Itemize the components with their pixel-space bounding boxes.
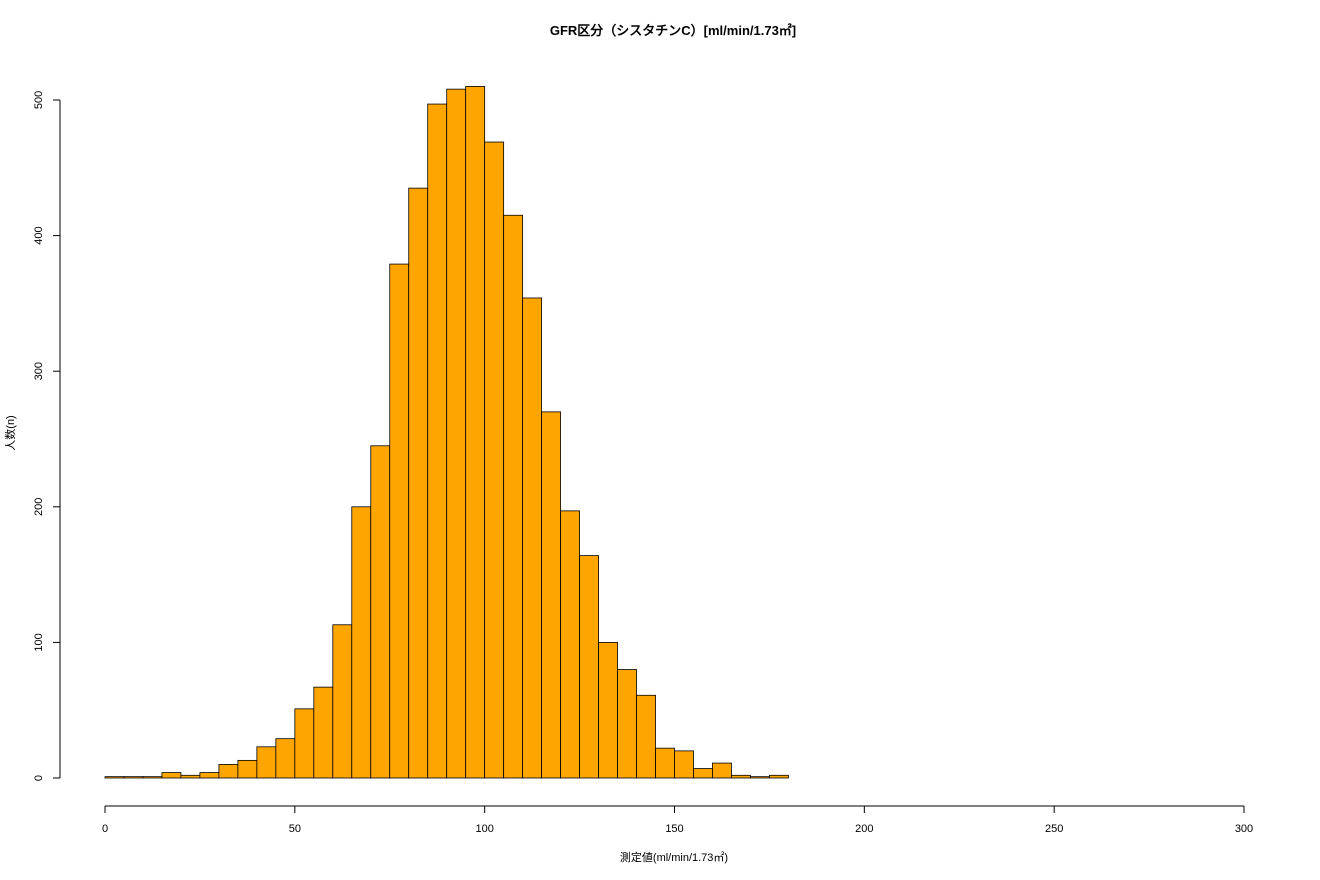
histogram-bar	[218, 764, 239, 779]
histogram-bar	[351, 506, 372, 779]
histogram-bar	[332, 624, 353, 779]
y-axis: 0 100 200 300 400 500	[33, 91, 61, 781]
histogram-bar	[598, 642, 618, 779]
histogram-bar	[161, 772, 182, 779]
histogram-bar	[674, 750, 694, 779]
histogram-bar	[427, 103, 448, 779]
y-axis-label: 人数(n)	[4, 415, 17, 450]
histogram-bar	[104, 776, 125, 779]
x-tick-label: 200	[855, 823, 873, 835]
histogram-bar	[256, 746, 277, 779]
histogram-bar	[560, 510, 580, 779]
histogram-bar	[370, 445, 391, 779]
histogram-bar	[199, 772, 220, 779]
histogram-bar	[123, 776, 144, 779]
histogram-bar	[275, 738, 296, 779]
histogram-bar	[142, 776, 163, 779]
x-tick-label: 50	[289, 823, 301, 835]
histogram-bar	[408, 187, 429, 779]
histogram-bar	[465, 86, 486, 779]
histogram-bar	[693, 768, 713, 779]
histogram-bar	[294, 708, 315, 779]
histogram-bar	[313, 686, 334, 779]
x-tick-label: 300	[1235, 823, 1253, 835]
histogram-bar	[636, 694, 656, 779]
y-tick-label: 100	[33, 633, 45, 651]
histogram-bar	[446, 88, 467, 779]
x-tick-label: 150	[665, 823, 683, 835]
x-axis: 0 50 100 150 200 250 300	[102, 805, 1253, 835]
chart-title: GFR区分（シスタチンC）[ml/min/1.73㎡]	[550, 23, 796, 38]
histogram-bar	[579, 555, 599, 779]
y-tick-label: 0	[33, 775, 45, 781]
y-tick-label: 200	[33, 498, 45, 516]
x-axis-label: 測定値(ml/min/1.73㎡)	[620, 850, 728, 864]
y-tick-label: 400	[33, 226, 45, 244]
histogram-bar	[769, 774, 789, 779]
histogram-bar	[541, 411, 561, 779]
histogram-bar	[389, 263, 410, 779]
x-tick-label: 250	[1045, 823, 1063, 835]
histogram-bar	[180, 774, 201, 779]
histogram-bar	[503, 214, 524, 779]
y-tick-label: 500	[33, 91, 45, 109]
histogram-bar	[655, 747, 675, 779]
histogram-bar	[484, 141, 505, 779]
bars-group	[104, 86, 789, 779]
histogram-bar	[750, 776, 770, 779]
x-tick-label: 0	[102, 823, 108, 835]
histogram-bar	[617, 669, 637, 779]
y-tick-label: 300	[33, 362, 45, 380]
histogram-bar	[712, 762, 732, 779]
histogram-bar	[731, 774, 751, 779]
x-tick-label: 100	[475, 823, 493, 835]
histogram-bar	[237, 759, 258, 779]
histogram-bar	[522, 297, 543, 779]
